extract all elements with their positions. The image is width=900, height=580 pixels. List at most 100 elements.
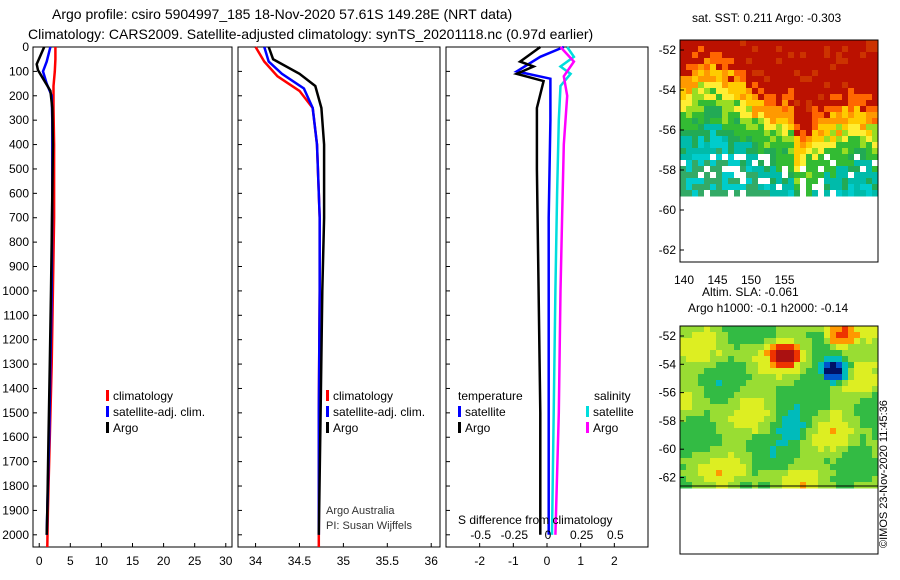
map-cell — [692, 338, 699, 345]
map-cell — [704, 76, 711, 83]
map-cell — [860, 118, 867, 125]
map-cell — [716, 458, 723, 465]
map-cell — [812, 130, 819, 137]
map-cell — [692, 368, 699, 375]
map-cell — [872, 482, 879, 489]
map-cell — [680, 470, 687, 477]
map-cell — [830, 160, 837, 167]
map-cell — [686, 452, 693, 459]
map-cell — [722, 148, 729, 155]
map-cell — [734, 338, 741, 345]
map-cell — [812, 368, 819, 375]
map-cell — [860, 440, 867, 447]
map-cell — [782, 46, 789, 53]
map-cell — [788, 356, 795, 363]
map-cell — [698, 398, 705, 405]
map-cell — [734, 362, 741, 369]
map-cell — [704, 446, 711, 453]
map-y-label: -52 — [659, 43, 677, 57]
map-cell — [854, 452, 861, 459]
map-cell — [716, 350, 723, 357]
map-cell — [692, 100, 699, 107]
map-cell — [872, 136, 879, 143]
map-cell — [686, 136, 693, 143]
x-tick-label: 36 — [425, 554, 439, 568]
map-cell — [770, 434, 777, 441]
map-cell — [734, 112, 741, 119]
map-cell — [764, 76, 771, 83]
map-cell — [758, 362, 765, 369]
map-cell — [692, 374, 699, 381]
map-cell — [746, 368, 753, 375]
map-cell — [680, 434, 687, 441]
map-cell — [770, 76, 777, 83]
map-cell — [734, 124, 741, 131]
map-cell — [680, 386, 687, 393]
map-cell — [848, 470, 855, 477]
map-cell — [812, 136, 819, 143]
map-cell — [716, 440, 723, 447]
map-cell — [764, 326, 771, 333]
map-cell — [734, 422, 741, 429]
map-cell — [710, 440, 717, 447]
map-cell — [716, 380, 723, 387]
map-cell — [686, 338, 693, 345]
map-cell — [770, 94, 777, 101]
map-cell — [860, 398, 867, 405]
map-cell — [854, 178, 861, 185]
map-cell — [806, 136, 813, 143]
map-cell — [794, 464, 801, 471]
map-cell — [830, 434, 837, 441]
map-cell — [800, 190, 807, 197]
map-cell — [836, 70, 843, 77]
map-cell — [806, 446, 813, 453]
map-cell — [746, 106, 753, 113]
map-cell — [710, 452, 717, 459]
map-cell — [722, 362, 729, 369]
map-cell — [716, 76, 723, 83]
map-cell — [680, 190, 687, 197]
map-cell — [704, 374, 711, 381]
map-cell — [770, 356, 777, 363]
map-cell — [860, 380, 867, 387]
map-cell — [812, 404, 819, 411]
map-cell — [704, 142, 711, 149]
map-cell — [788, 70, 795, 77]
map-cell — [866, 422, 873, 429]
map-cell — [698, 46, 705, 53]
map-cell — [698, 356, 705, 363]
map-cell — [866, 160, 873, 167]
map-cell — [692, 398, 699, 405]
map-cell — [818, 326, 825, 333]
map-cell — [788, 88, 795, 95]
map-cell — [776, 160, 783, 167]
map-cell — [782, 458, 789, 465]
map-cell — [752, 386, 759, 393]
map-cell — [824, 428, 831, 435]
map-cell — [854, 422, 861, 429]
map-cell — [830, 326, 837, 333]
map-cell — [794, 344, 801, 351]
map-cell — [692, 392, 699, 399]
map-cell — [812, 338, 819, 345]
map-cell — [866, 184, 873, 191]
map-cell — [728, 106, 735, 113]
map-cell — [824, 124, 831, 131]
map-cell — [746, 172, 753, 179]
map-cell — [764, 350, 771, 357]
map-cell — [740, 142, 747, 149]
map-cell — [872, 184, 879, 191]
map-cell — [866, 374, 873, 381]
map-cell — [698, 332, 705, 339]
map-cell — [758, 130, 765, 137]
map-cell — [692, 416, 699, 423]
map-cell — [806, 112, 813, 119]
map-cell — [692, 452, 699, 459]
map-cell — [794, 106, 801, 113]
map-cell — [824, 70, 831, 77]
map-cell — [740, 416, 747, 423]
map-cell — [704, 58, 711, 65]
map-cell — [800, 64, 807, 71]
map-cell — [764, 386, 771, 393]
map-cell — [800, 416, 807, 423]
